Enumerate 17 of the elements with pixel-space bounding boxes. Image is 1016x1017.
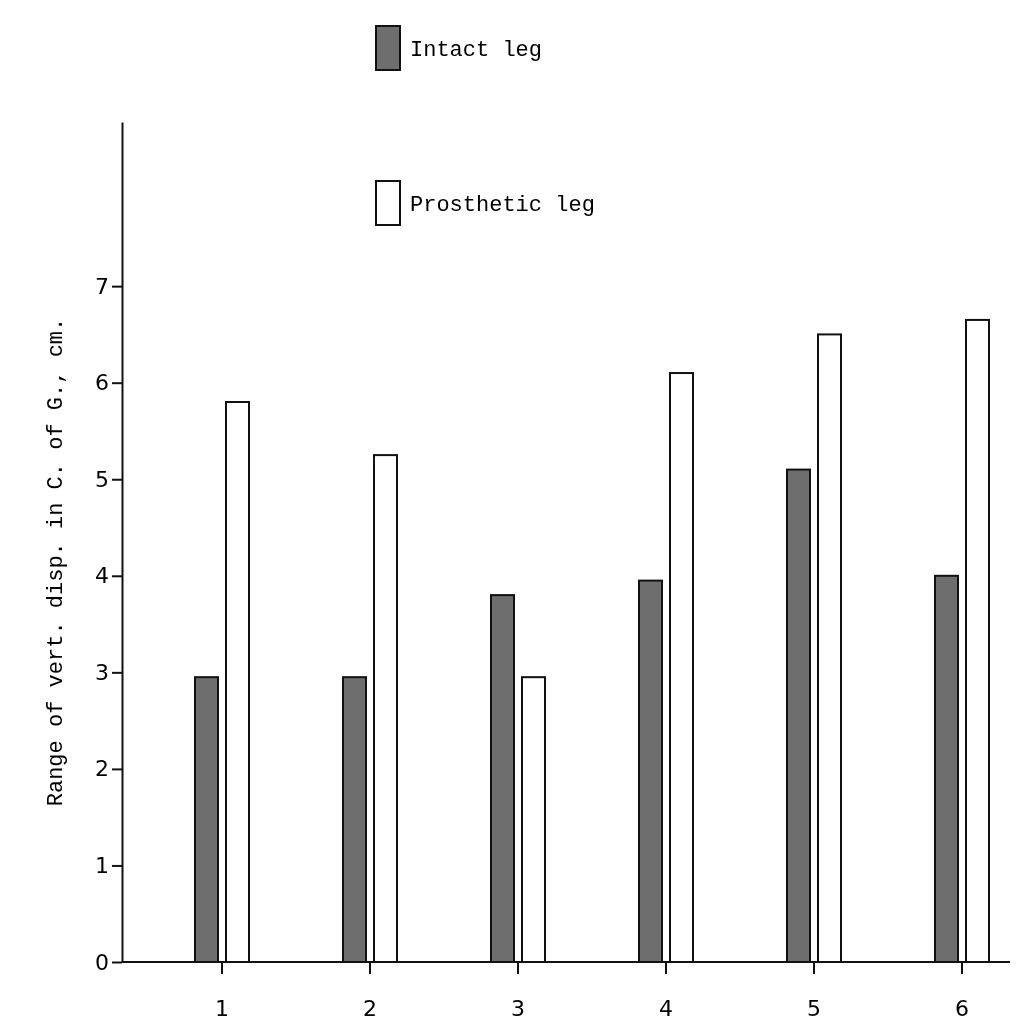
- x-tick-label: 5: [807, 995, 821, 1017]
- legend-label: Prosthetic leg: [410, 192, 595, 218]
- y-tick-label: 2: [95, 756, 109, 782]
- x-tick-label: 4: [659, 995, 673, 1017]
- x-tick-label: 3: [511, 995, 525, 1017]
- x-tick-label: 1: [215, 995, 229, 1017]
- y-tick-label: 6: [95, 370, 109, 396]
- y-axis-title: Range of vert. disp. in C. of G., cm.: [44, 317, 69, 807]
- x-tick-label: 2: [363, 995, 377, 1017]
- x-tick-label: 6: [955, 995, 969, 1017]
- y-tick-label: 5: [95, 466, 109, 492]
- y-tick-label: 1: [95, 852, 109, 878]
- legend-label: Intact leg: [410, 37, 543, 63]
- y-tick-label: 0: [95, 949, 109, 975]
- y-tick-label: 3: [95, 659, 109, 685]
- y-tick-label: 4: [95, 563, 109, 589]
- y-tick-label: 7: [95, 273, 109, 299]
